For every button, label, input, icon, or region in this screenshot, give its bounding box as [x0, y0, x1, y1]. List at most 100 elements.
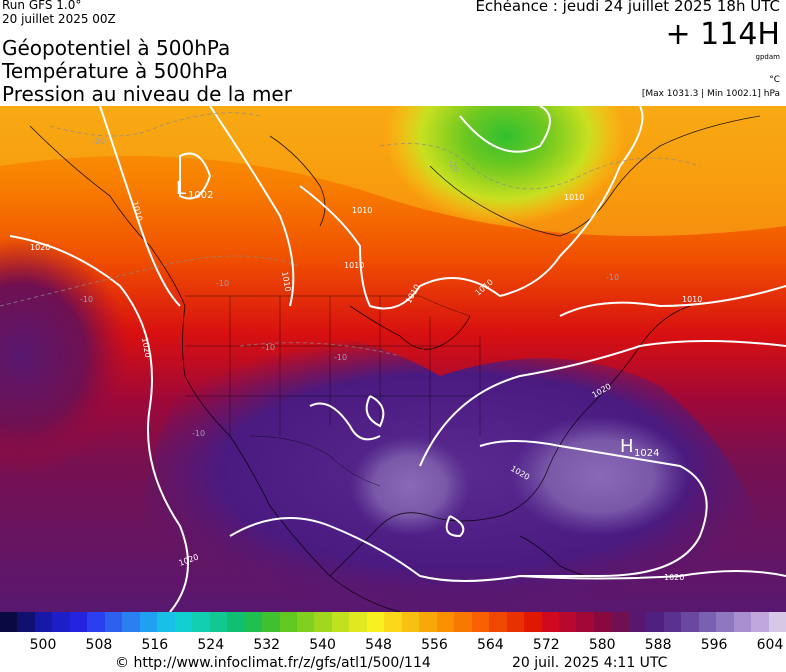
model-run-date: 20 juillet 2025 00Z: [2, 12, 116, 26]
colorbar-swatch: [436, 612, 455, 632]
colorbar-swatch: [244, 612, 263, 632]
cold-pool-north: [385, 106, 625, 226]
colorbar-swatch: [349, 612, 367, 632]
valid-time: Echéance : jeudi 24 juillet 2025 18h UTC: [475, 0, 780, 15]
isotherm-label: -10: [216, 279, 229, 288]
generation-time: 20 juil. 2025 4:11 UTC: [512, 655, 668, 671]
colorbar-swatch: [471, 612, 490, 632]
colorbar-swatch: [52, 612, 70, 632]
colorbar-swatch: [559, 612, 577, 632]
isobar-label: 1020: [664, 573, 684, 582]
colorbar-swatch: [104, 612, 123, 632]
isobar-label: 1020: [30, 243, 50, 252]
pressure-extremes: [Max 1031.3 | Min 1002.1] hPa: [641, 89, 780, 99]
colorbar-swatch: [681, 612, 699, 632]
isobars: [9, 106, 786, 612]
lead-time: + 114H: [665, 17, 781, 52]
colorbar-swatch: [139, 612, 158, 632]
low-pressure-value: 1002: [188, 190, 213, 201]
colorbar-swatch: [157, 612, 175, 632]
unit-celsius: °C: [769, 75, 780, 85]
colorbar-tick-label: 532: [253, 637, 281, 653]
high-pressure-value: 1024: [634, 448, 659, 459]
colorbar-tick-label: 508: [85, 637, 113, 653]
colorbar-swatch: [419, 612, 437, 632]
warm-core-west: [0, 236, 130, 476]
colorbar-swatch: [69, 612, 88, 632]
isotherm-label: -20: [92, 137, 105, 146]
borders: [185, 295, 481, 487]
isotherm-label: -10: [606, 273, 619, 282]
high-pressure-letter: H: [620, 436, 634, 457]
colorbar-swatch: [593, 612, 612, 632]
colorbar-swatch: [122, 612, 140, 632]
warm-core-texas: [350, 436, 470, 536]
colorbar-tick-label: 564: [477, 637, 504, 653]
colorbar-tick-label: 556: [421, 637, 448, 653]
colorbar-swatch: [314, 612, 332, 632]
colorbar-tick-label: 500: [29, 637, 57, 653]
isotherm-label: -10: [80, 295, 93, 304]
colorbar-swatch: [576, 612, 594, 632]
colorbar-tick-label: 540: [309, 637, 336, 653]
unit-gpdam: gpdam: [755, 53, 780, 61]
colorbar-swatch: [192, 612, 210, 632]
colorbar-tick-label: 516: [141, 637, 169, 653]
colorbar-swatch: [331, 612, 350, 632]
colorbar-tick-label: 548: [365, 637, 392, 653]
colorbar-swatch: [34, 612, 53, 632]
colorbar-swatch: [751, 612, 769, 632]
colorbar-swatch: [733, 612, 752, 632]
colorbar-swatch: [506, 612, 525, 632]
colorbar-swatch: [87, 612, 105, 632]
colorbar-swatch: [296, 612, 315, 632]
colorbar-tick-label: 596: [700, 637, 728, 653]
colorbar-swatch: [541, 612, 559, 632]
colorbar-tick-label: 572: [532, 637, 560, 653]
low-pressure-letter: L: [176, 178, 186, 199]
colorbar-tick-label: 604: [756, 637, 784, 653]
colorbar-swatch: [17, 612, 35, 632]
isotherms: [0, 112, 701, 357]
source-credit: © http://www.infoclimat.fr/z/gfs/atl1/50…: [115, 655, 431, 671]
colorbar-swatch: [716, 612, 734, 632]
colorbar: [0, 612, 786, 632]
colorbar-swatch: [262, 612, 280, 632]
colorbar-swatch: [698, 612, 717, 632]
colorbar-swatch: [401, 612, 420, 632]
colorbar-swatch: [227, 612, 245, 632]
colorbar-tick-label: 588: [644, 637, 672, 653]
isobar-label: 1010: [682, 295, 702, 304]
isobar-label: 1010: [352, 206, 372, 215]
model-run-label: Run GFS 1.0°: [2, 0, 82, 12]
isobar-label: 1010: [564, 193, 584, 202]
colorbar-tick-label: 580: [588, 637, 616, 653]
colorbar-swatch: [611, 612, 629, 632]
isotherm-label: -10: [192, 429, 205, 438]
colorbar-swatch: [768, 612, 786, 632]
isobar-label: 1010: [280, 271, 292, 293]
colorbar-swatch: [174, 612, 193, 632]
colorbar-swatch: [524, 612, 542, 632]
colorbar-tick-labels: 500 508 516 524 532 540 548 556 564 572 580 588 596 6…: [0, 633, 786, 653]
colorbar-swatch: [489, 612, 507, 632]
colorbar-swatch: [384, 612, 402, 632]
colorbar-swatch: [646, 612, 664, 632]
isotherm-label: -10: [262, 343, 275, 352]
colorbar-swatch: [0, 612, 18, 632]
isobar-label: 1020: [140, 337, 152, 359]
title-geopotential: Géopotentiel à 500hPa: [2, 36, 231, 60]
colorbar-swatch: [628, 612, 647, 632]
warm-core-atlantic: [510, 416, 690, 536]
isotherm-label: -10: [334, 353, 347, 362]
colorbar-swatch: [454, 612, 472, 632]
colorbar-tick-label: 524: [197, 637, 225, 653]
colorbar-swatch: [279, 612, 297, 632]
weather-map[interactable]: L 1002 H 1024 1010 1010 1010 1010 1010 1…: [0, 106, 786, 612]
colorbar-swatch: [209, 612, 228, 632]
title-temperature: Température à 500hPa: [2, 59, 228, 83]
colorbar-swatch: [663, 612, 682, 632]
title-sea-level-pressure: Pression au niveau de la mer: [2, 82, 292, 106]
colorbar-swatch: [366, 612, 385, 632]
isobar-label: 1010: [344, 261, 364, 270]
